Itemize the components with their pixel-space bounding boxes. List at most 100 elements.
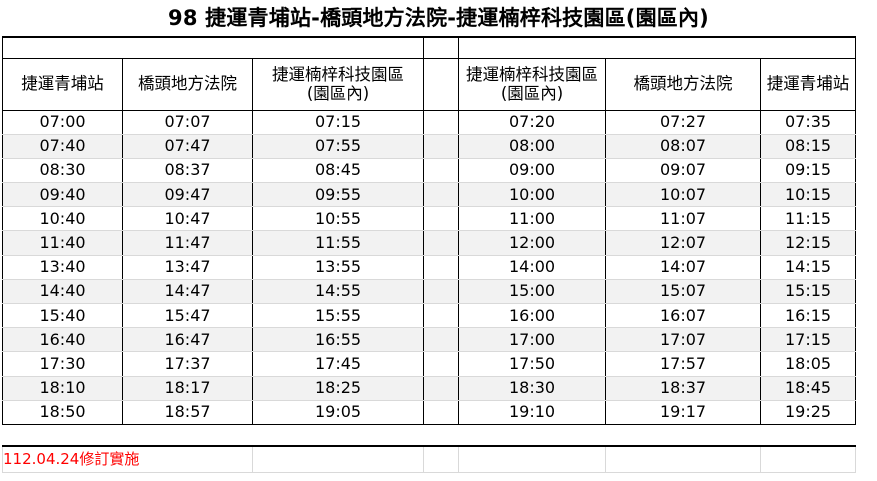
cell-inbound-stop-3: 11:15	[760, 206, 857, 232]
cell-outbound-stop-3: 08:45	[251, 157, 425, 184]
cell-inbound-stop-3: 10:15	[760, 182, 857, 208]
table-row: 18:50 18:57 19:05 19:10 19:17 19:25	[2, 399, 857, 425]
cell-outbound-stop-2: 18:57	[122, 399, 253, 425]
cell-inbound-stop-1: 11:00	[458, 206, 607, 232]
cell-outbound-stop-2: 14:47	[122, 278, 253, 305]
trailing-blank-row	[2, 423, 856, 447]
cell-direction-separator	[423, 254, 460, 280]
cell-outbound-stop-1: 10:40	[2, 206, 123, 232]
header-inbound-stop-3: 捷運青埔站	[760, 57, 857, 111]
header-outbound-stop-2-line1: 橋頭地方法院	[138, 74, 237, 94]
cell-outbound-stop-2: 07:47	[122, 133, 253, 159]
cell-inbound-stop-2: 10:07	[605, 182, 762, 208]
cell-outbound-stop-3: 16:55	[251, 327, 425, 353]
cell-inbound-stop-2: 12:07	[605, 230, 762, 256]
spacer-row	[1, 36, 857, 59]
cell-direction-separator	[423, 351, 460, 377]
cell-outbound-stop-2: 08:37	[122, 157, 253, 184]
cell-inbound-stop-1: 17:50	[458, 351, 607, 377]
cell-inbound-stop-3: 19:25	[760, 399, 857, 425]
cell-inbound-stop-2: 14:07	[605, 254, 762, 280]
cell-inbound-stop-3: 16:15	[760, 302, 857, 329]
header-direction-separator	[423, 58, 460, 111]
table-row: 15:40 15:47 15:55 16:00 16:07 16:15	[2, 302, 857, 329]
cell-inbound-stop-3: 15:15	[760, 278, 857, 305]
cell-outbound-stop-3: 15:55	[251, 302, 425, 329]
revision-note: 112.04.24修訂實施	[2, 445, 253, 473]
table-row: 11:40 11:47 11:55 12:00 12:07 12:15	[2, 230, 857, 256]
footer-cell-6	[760, 445, 857, 473]
header-outbound-stop-3-line2: (園區內)	[306, 84, 370, 103]
cell-direction-separator	[423, 375, 460, 401]
header-outbound-stop-1-line1: 捷運青埔站	[21, 74, 104, 94]
cell-outbound-stop-2: 15:47	[122, 302, 253, 329]
cell-outbound-stop-2: 09:47	[122, 182, 253, 208]
cell-outbound-stop-3: 11:55	[251, 230, 425, 256]
cell-outbound-stop-1: 08:30	[2, 157, 123, 184]
cell-direction-separator	[423, 157, 460, 184]
cell-outbound-stop-2: 16:47	[122, 327, 253, 353]
cell-inbound-stop-2: 08:07	[605, 133, 762, 159]
cell-outbound-stop-3: 14:55	[251, 278, 425, 305]
footer-cell-gap	[423, 445, 460, 473]
table-row: 16:40 16:47 16:55 17:00 17:07 17:15	[2, 327, 857, 353]
cell-inbound-stop-2: 15:07	[605, 278, 762, 305]
spacer-cell-left	[1, 36, 425, 59]
table-row: 14:40 14:47 14:55 15:00 15:07 15:15	[2, 278, 857, 305]
cell-direction-separator	[423, 206, 460, 232]
cell-inbound-stop-1: 18:30	[458, 375, 607, 401]
cell-inbound-stop-3: 18:05	[760, 351, 857, 377]
cell-inbound-stop-1: 08:00	[458, 133, 607, 159]
cell-outbound-stop-1: 07:40	[2, 133, 123, 159]
footer-cell-4	[458, 445, 607, 473]
header-inbound-stop-2: 橋頭地方法院	[605, 57, 762, 111]
cell-direction-separator	[423, 399, 460, 425]
cell-outbound-stop-1: 18:50	[2, 399, 123, 425]
cell-inbound-stop-2: 17:57	[605, 351, 762, 377]
cell-inbound-stop-2: 18:37	[605, 375, 762, 401]
table-row: 09:40 09:47 09:55 10:00 10:07 10:15	[2, 182, 857, 208]
cell-inbound-stop-2: 16:07	[605, 302, 762, 329]
cell-inbound-stop-1: 16:00	[458, 302, 607, 329]
table-row: 18:10 18:17 18:25 18:30 18:37 18:45	[2, 375, 857, 401]
header-inbound-stop-1: 捷運楠梓科技園區 (園區內)	[458, 57, 607, 111]
cell-outbound-stop-2: 17:37	[122, 351, 253, 377]
cell-inbound-stop-2: 19:17	[605, 399, 762, 425]
cell-inbound-stop-2: 17:07	[605, 327, 762, 353]
cell-outbound-stop-3: 07:15	[251, 109, 425, 135]
cell-outbound-stop-3: 19:05	[251, 399, 425, 425]
footer-note-row: 112.04.24修訂實施	[2, 445, 857, 473]
cell-direction-separator	[423, 302, 460, 329]
cell-inbound-stop-1: 17:00	[458, 327, 607, 353]
header-inbound-stop-1-line2: (園區內)	[500, 84, 564, 103]
cell-outbound-stop-3: 09:55	[251, 182, 425, 208]
cell-outbound-stop-3: 07:55	[251, 133, 425, 159]
footer-cell-5	[605, 445, 762, 473]
timetable: 捷運青埔站 橋頭地方法院 捷運楠梓科技園區 (園區內) 捷運楠梓科技園區 (園區…	[1, 36, 857, 473]
header-outbound-stop-3-line1: 捷運楠梓科技園區	[272, 64, 404, 84]
table-row: 13:40 13:47 13:55 14:00 14:07 14:15	[2, 254, 857, 280]
header-outbound-stop-2: 橋頭地方法院	[122, 57, 253, 111]
header-inbound-stop-1-line1: 捷運楠梓科技園區	[466, 64, 599, 84]
header-inbound-stop-3-line1: 捷運青埔站	[766, 74, 850, 94]
cell-inbound-stop-1: 19:10	[458, 399, 607, 425]
cell-outbound-stop-3: 10:55	[251, 206, 425, 232]
cell-inbound-stop-3: 12:15	[760, 230, 857, 256]
cell-outbound-stop-2: 10:47	[122, 206, 253, 232]
table-row: 07:40 07:47 07:55 08:00 08:07 08:15	[2, 133, 857, 159]
cell-inbound-stop-3: 09:15	[760, 157, 857, 184]
cell-direction-separator	[423, 182, 460, 208]
cell-outbound-stop-1: 16:40	[2, 327, 123, 353]
page-title-band: 98 捷運青埔站-橋頭地方法院-捷運楠梓科技園區(園區內)	[0, 0, 877, 36]
cell-outbound-stop-1: 18:10	[2, 375, 123, 401]
cell-inbound-stop-3: 08:15	[760, 133, 857, 159]
header-outbound-stop-3: 捷運楠梓科技園區 (園區內)	[251, 57, 425, 111]
cell-direction-separator	[423, 109, 460, 135]
spacer-cell-right	[458, 36, 857, 59]
cell-inbound-stop-3: 14:15	[760, 254, 857, 280]
cell-outbound-stop-1: 13:40	[2, 254, 123, 280]
cell-inbound-stop-2: 07:27	[605, 109, 762, 135]
trailing-blank-cell	[2, 423, 856, 447]
cell-inbound-stop-1: 14:00	[458, 254, 607, 280]
cell-outbound-stop-1: 07:00	[2, 109, 123, 135]
